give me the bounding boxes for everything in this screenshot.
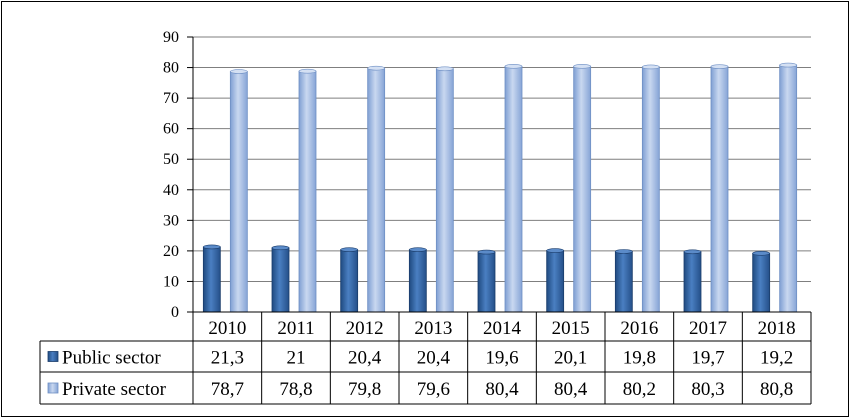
private-sector-bar-2011 <box>298 70 317 313</box>
private-sector-bar-2018 <box>779 64 798 313</box>
public-sector-bar-cap-2017 <box>683 249 702 255</box>
private-sector-value-2010: 78,7 <box>211 379 244 400</box>
category-label-2016: 2016 <box>620 318 658 339</box>
private-sector-bar-cap-2010 <box>230 69 248 74</box>
private-sector-value-2016: 80,2 <box>623 379 656 400</box>
private-sector-bar-2017 <box>710 66 729 313</box>
public-sector-bar-cap-2018 <box>752 251 770 256</box>
public-sector-bar-cap-2013 <box>409 247 427 252</box>
private-sector-value-2011: 78,8 <box>279 379 312 400</box>
private-sector-bar-cap-2014 <box>504 64 523 69</box>
public-sector-value-2016: 19,8 <box>623 348 656 369</box>
public-sector-bar-2015 <box>546 250 565 313</box>
category-label-2017: 2017 <box>689 318 727 339</box>
private-sector-bar-2012 <box>367 67 386 313</box>
public-sector-value-2018: 19,2 <box>760 348 793 369</box>
public-sector-bar-2013 <box>408 249 427 313</box>
public-sector-value-2010: 21,3 <box>211 348 244 369</box>
public-sector-value-2017: 19,7 <box>691 348 724 369</box>
public-sector-bar-cap-2016 <box>615 249 633 254</box>
public-sector-value-2014: 19,6 <box>485 348 518 369</box>
private-sector-bar-2013 <box>435 68 454 313</box>
y-tick-label: 80 <box>163 60 179 77</box>
public-sector-value-2013: 20,4 <box>417 348 451 369</box>
private-sector-value-2018: 80,8 <box>760 379 793 400</box>
private-sector-bar-cap-2013 <box>436 66 454 72</box>
private-sector-bar-2014 <box>504 65 523 313</box>
private-sector-bar-cap-2015 <box>573 64 591 69</box>
public-sector-bar-2018 <box>752 252 771 313</box>
public-sector-value-2012: 20,4 <box>348 348 382 369</box>
y-tick-label: 30 <box>163 212 179 229</box>
private-sector-bar-cap-2017 <box>710 64 729 69</box>
public-sector-bar-2014 <box>477 251 496 313</box>
public-sector-bar-2010 <box>202 246 221 313</box>
private-sector-bar-2015 <box>573 65 592 313</box>
y-tick-label: 70 <box>163 90 179 107</box>
private-sector-bar-cap-2011 <box>298 68 317 74</box>
public-sector-bar-cap-2010 <box>203 244 221 250</box>
private-sector-bar-cap-2012 <box>367 65 385 71</box>
public-sector-bar-cap-2012 <box>340 247 358 252</box>
y-tick-label: 40 <box>163 182 179 199</box>
private-sector-bar-2016 <box>641 66 660 313</box>
public-sector-bar-cap-2014 <box>477 249 496 255</box>
public-sector-bar-2012 <box>340 249 359 313</box>
category-label-2015: 2015 <box>552 318 590 339</box>
public-sector-value-2015: 20,1 <box>554 348 587 369</box>
private-sector-legend-key <box>47 382 59 394</box>
private-sector-value-2014: 80,4 <box>485 379 519 400</box>
private-sector-value-2013: 79,6 <box>417 379 450 400</box>
private-sector-value-2012: 79,8 <box>348 379 381 400</box>
y-tick-label: 20 <box>163 243 179 260</box>
private-sector-bar-2010 <box>229 71 248 313</box>
public-sector-bar-cap-2011 <box>271 245 290 251</box>
public-sector-legend-label: Public sector <box>62 348 161 369</box>
category-label-2010: 2010 <box>208 318 246 339</box>
category-label-2014: 2014 <box>483 318 522 339</box>
category-label-2018: 2018 <box>758 318 796 339</box>
category-label-2011: 2011 <box>277 318 314 339</box>
private-sector-value-2015: 80,4 <box>554 379 588 400</box>
public-sector-bar-2011 <box>271 247 290 313</box>
private-sector-bar-cap-2016 <box>642 64 660 70</box>
private-sector-value-2017: 80,3 <box>691 379 724 400</box>
private-sector-legend-label: Private sector <box>62 379 167 400</box>
public-sector-legend-key <box>47 351 59 362</box>
y-tick-label: 0 <box>171 304 179 321</box>
category-label-2013: 2013 <box>414 318 452 339</box>
public-sector-bar-cap-2015 <box>546 248 564 253</box>
y-tick-label: 10 <box>163 273 179 290</box>
y-tick-label: 90 <box>163 29 179 46</box>
public-sector-bar-2016 <box>614 251 633 313</box>
y-tick-label: 60 <box>163 121 179 138</box>
category-label-2012: 2012 <box>346 318 384 339</box>
y-tick-label: 50 <box>163 151 179 168</box>
private-sector-bar-cap-2018 <box>779 62 797 68</box>
public-sector-bar-2017 <box>683 251 702 313</box>
public-sector-value-2011: 21 <box>287 348 306 369</box>
